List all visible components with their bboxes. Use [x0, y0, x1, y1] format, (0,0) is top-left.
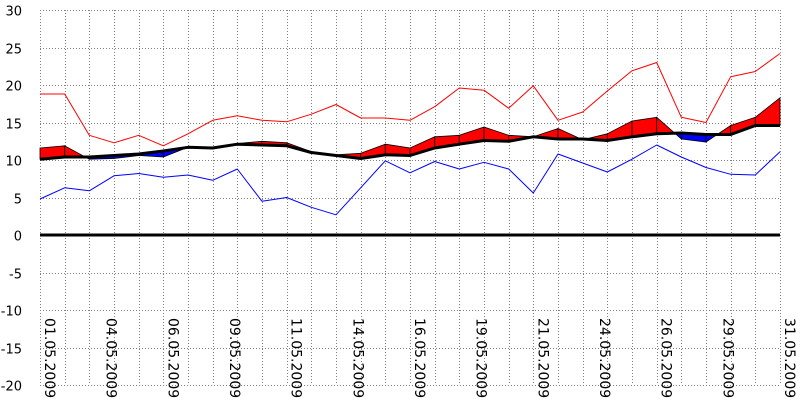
fill-above-segment [656, 116, 676, 135]
series-lines [39, 53, 781, 237]
x-tick-label: 31.05.2009 [781, 318, 797, 398]
y-tick-label: -15 [1, 343, 22, 358]
grid-lines [40, 10, 781, 386]
x-axis-ticks: 01.05.2009 04.05.2009 06.05.2009 09.05.2009… [41, 318, 797, 398]
x-tick-label: 09.05.2009 [226, 318, 242, 398]
x-tick-label: 14.05.2009 [349, 318, 365, 398]
x-tick-label: 16.05.2009 [411, 318, 427, 398]
y-tick-label: 10 [5, 155, 22, 170]
y-tick-label: -5 [9, 268, 22, 283]
series-line-min [39, 144, 781, 216]
x-tick-label: 24.05.2009 [596, 318, 612, 398]
x-tick-label: 11.05.2009 [288, 318, 304, 398]
x-tick-label: 19.05.2009 [473, 318, 489, 398]
series-line-mean [39, 124, 780, 161]
y-tick-label: -10 [1, 305, 22, 320]
fill-above-segment [557, 127, 582, 140]
y-tick-label: 15 [5, 118, 22, 133]
series-line-max [40, 53, 781, 147]
x-tick-label: 01.05.2009 [41, 318, 57, 398]
y-tick-label: 5 [14, 193, 22, 208]
y-tick-label: 20 [5, 80, 22, 95]
y-tick-label: 0 [14, 230, 22, 245]
x-tick-label: 21.05.2009 [534, 318, 550, 398]
x-tick-label: 29.05.2009 [719, 318, 735, 398]
x-tick-label: 04.05.2009 [103, 318, 119, 398]
y-tick-label: 30 [5, 5, 22, 20]
fill-above-segment [754, 96, 781, 126]
y-tick-label: 25 [5, 43, 22, 58]
x-tick-label: 06.05.2009 [164, 318, 180, 398]
y-tick-label: -20 [1, 380, 22, 395]
deviation-fills [39, 96, 781, 160]
x-tick-label: 26.05.2009 [658, 318, 674, 398]
fill-above-segment [64, 145, 86, 158]
y-axis-ticks: 30 25 20 15 10 5 0 -5 -10 -15 -20 [1, 5, 22, 395]
